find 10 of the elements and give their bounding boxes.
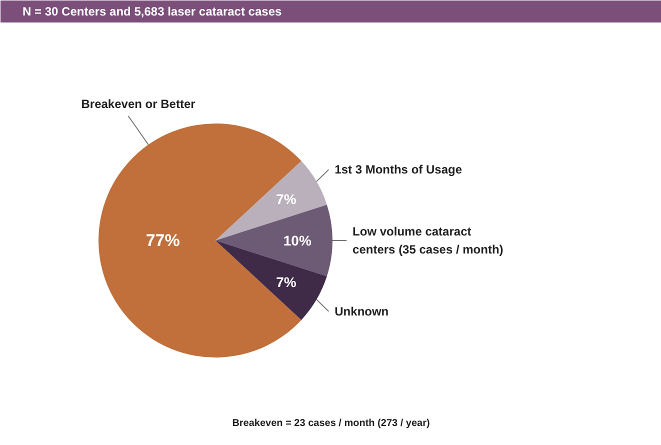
data-label: 7% — [276, 191, 297, 208]
data-label: 77% — [146, 231, 180, 250]
data-label: 7% — [276, 274, 297, 290]
data-label: 10% — [283, 232, 312, 248]
text: Breakeven = 23 cases / month (273 / year) — [232, 418, 430, 429]
slice-label: Breakeven or Better — [81, 96, 196, 111]
slice-label: 1st 3 Months of Usage — [334, 162, 462, 177]
slice-label: Unknown — [334, 304, 389, 318]
slice-label: Low volume cataract centers (35 cases / month) — [352, 224, 504, 257]
chart-title: N = 30 Centers and 5,683 laser cataract cases — [22, 4, 282, 18]
